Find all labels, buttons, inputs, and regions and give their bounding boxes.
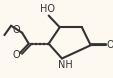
Text: O: O xyxy=(105,40,113,50)
Text: NH: NH xyxy=(57,60,72,70)
Text: O: O xyxy=(13,25,20,35)
Text: HO: HO xyxy=(40,4,55,14)
Text: O: O xyxy=(12,50,20,60)
